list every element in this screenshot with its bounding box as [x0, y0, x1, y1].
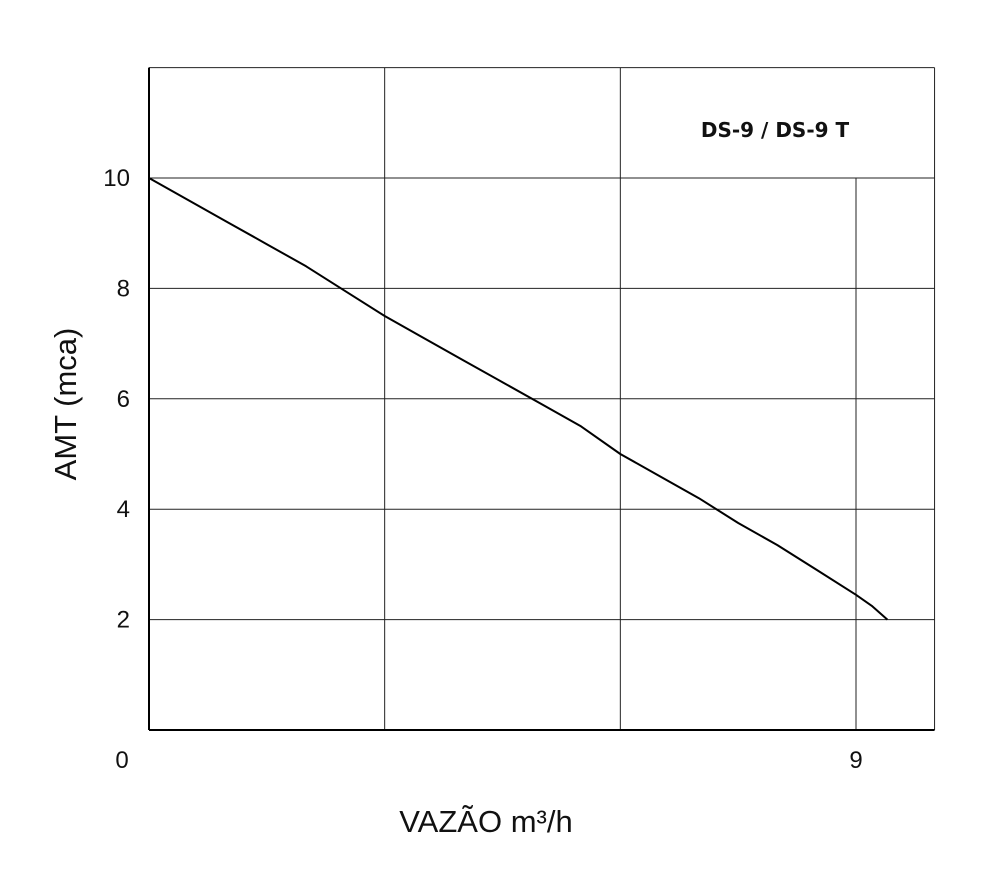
y-axis-title: AMT (mca) [48, 328, 83, 481]
chart-title: DS-9 / DS-9 T [701, 118, 850, 142]
series-line-0 [148, 177, 889, 621]
y-tick-label: 10 [103, 165, 130, 192]
x-tick-label: 9 [849, 747, 862, 774]
y-tick-label: 6 [117, 386, 130, 413]
grid-lines [149, 67, 936, 730]
y-tick-label: 2 [117, 607, 130, 634]
tick-labels: 2 4 6 8 10 0 9 [103, 165, 862, 774]
x-axis-title: VAZÃO m³/h [399, 804, 572, 839]
x-tick-label: 0 [115, 747, 128, 774]
y-tick-label: 4 [117, 496, 130, 523]
series-layer [148, 177, 889, 621]
y-tick-label: 8 [117, 275, 130, 302]
